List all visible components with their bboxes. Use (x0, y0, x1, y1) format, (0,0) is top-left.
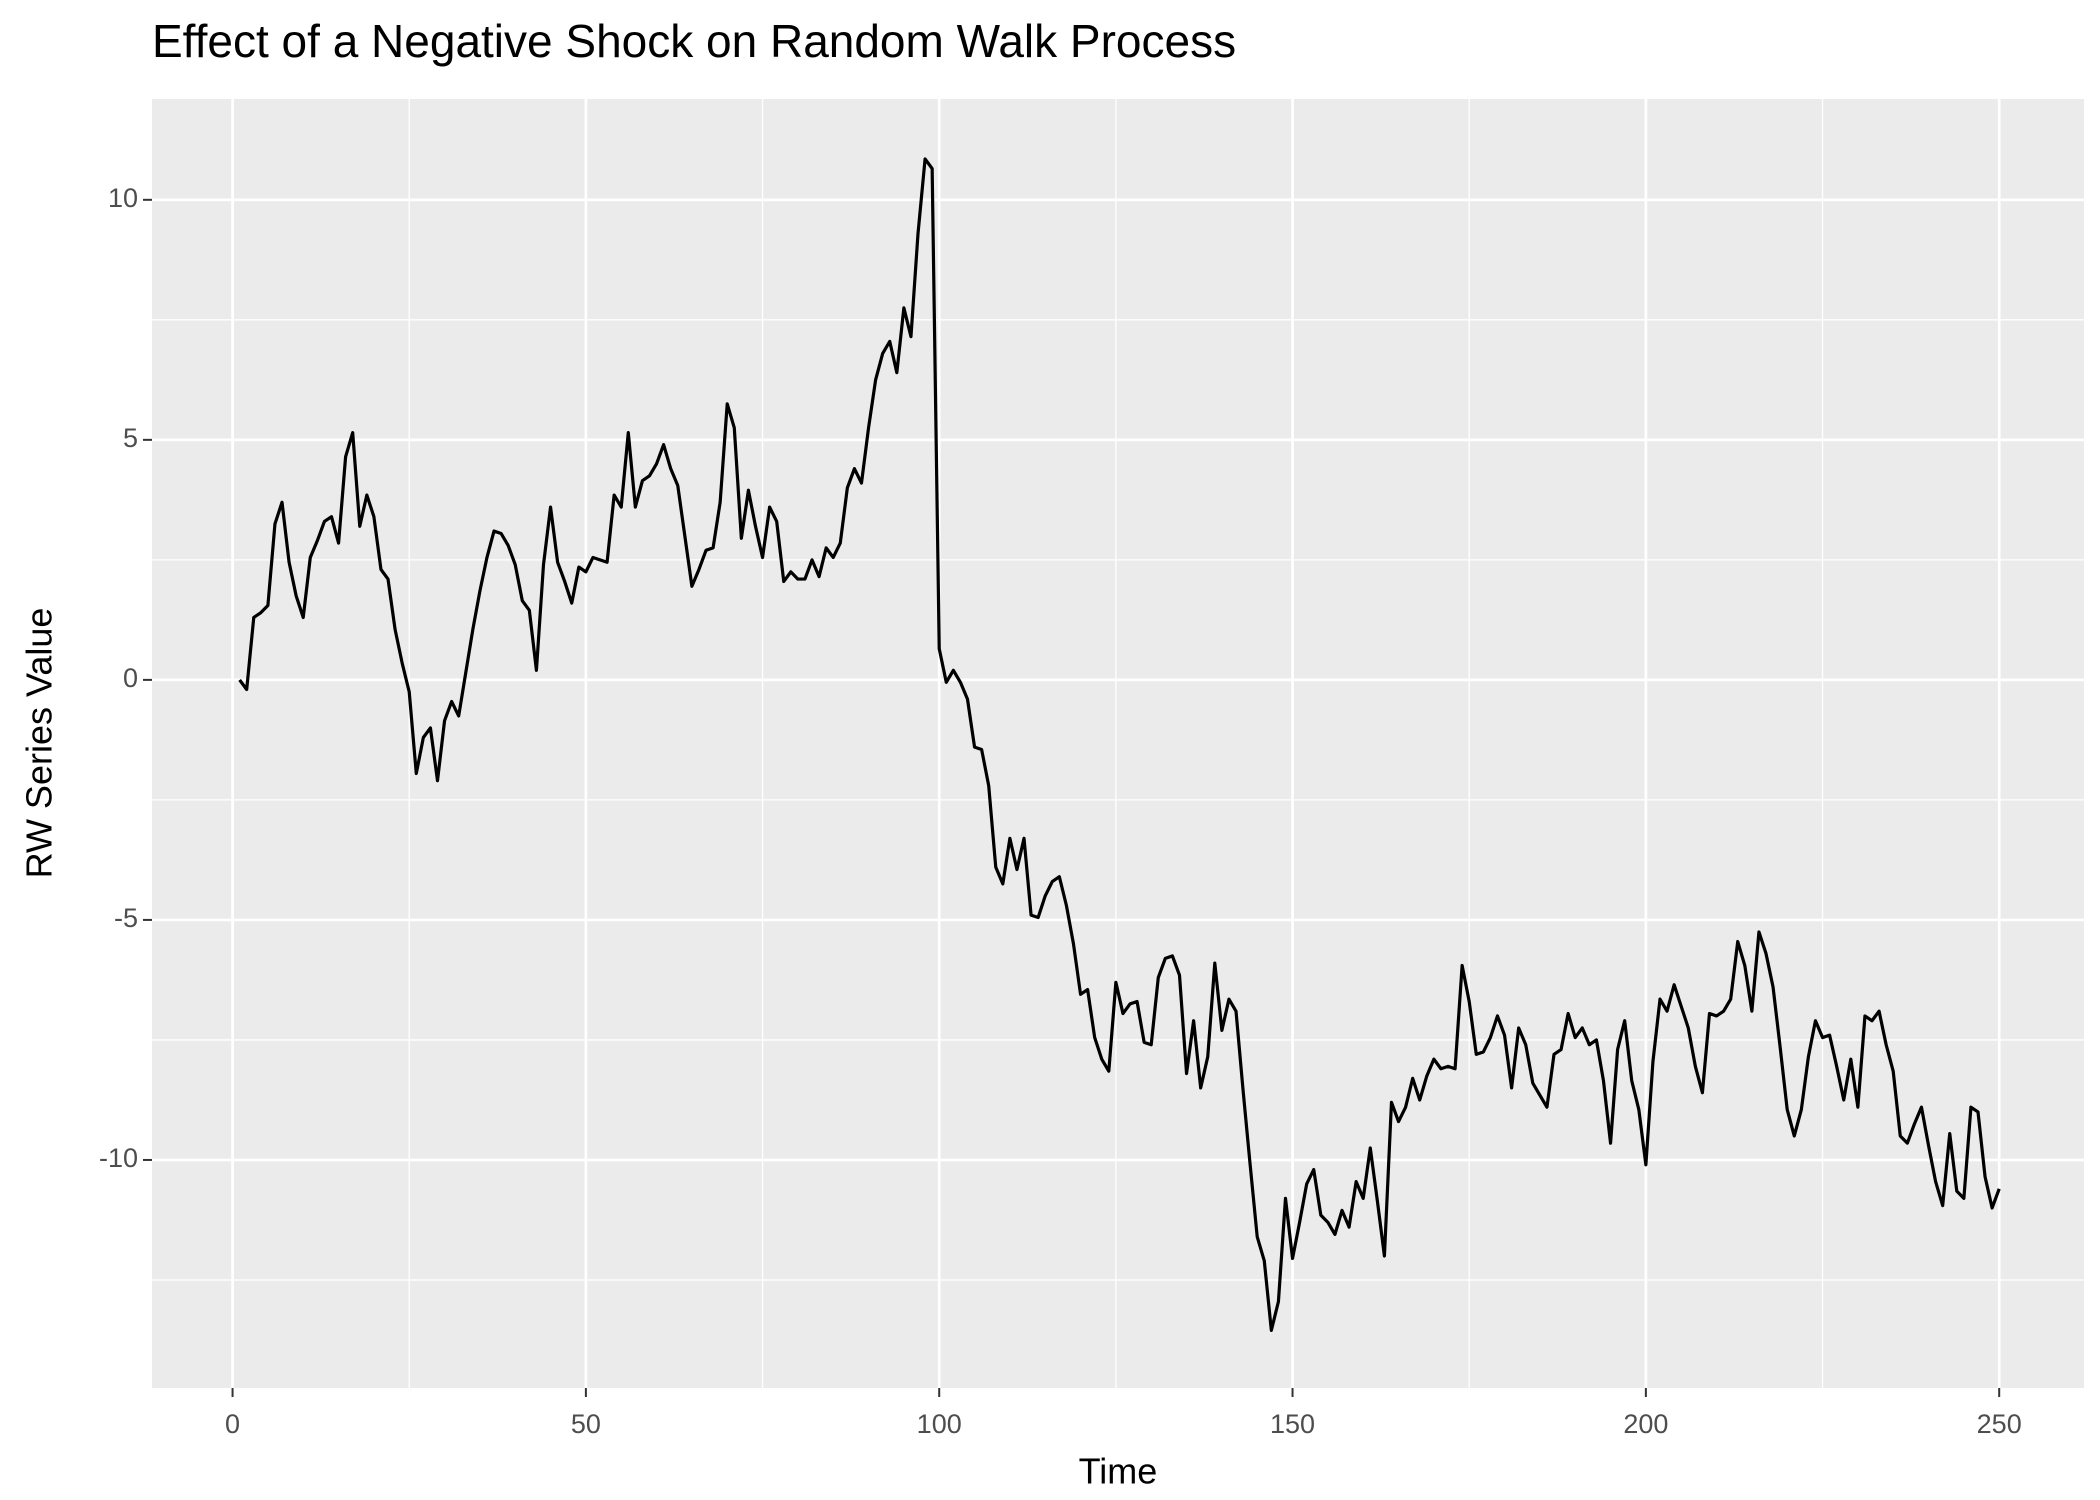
y-tick-label: -10 (99, 1143, 138, 1173)
y-tick-label: 10 (108, 183, 138, 213)
plot-panel (152, 99, 2084, 1388)
x-tick-label: 250 (1977, 1409, 2022, 1439)
y-tick-label: 0 (123, 663, 138, 693)
chart-title: Effect of a Negative Shock on Random Wal… (152, 15, 1236, 67)
y-axis-title: RW Series Value (19, 608, 60, 879)
x-tick-label: 0 (225, 1409, 240, 1439)
x-tick-label: 200 (1623, 1409, 1668, 1439)
y-tick-label: 5 (123, 423, 138, 453)
x-tick-label: 50 (571, 1409, 601, 1439)
x-tick-label: 150 (1270, 1409, 1315, 1439)
data-line (238, 157, 2001, 1332)
y-tick-label: -5 (114, 903, 138, 933)
x-axis-title: Time (1079, 1451, 1158, 1492)
x-tick-label: 100 (917, 1409, 962, 1439)
